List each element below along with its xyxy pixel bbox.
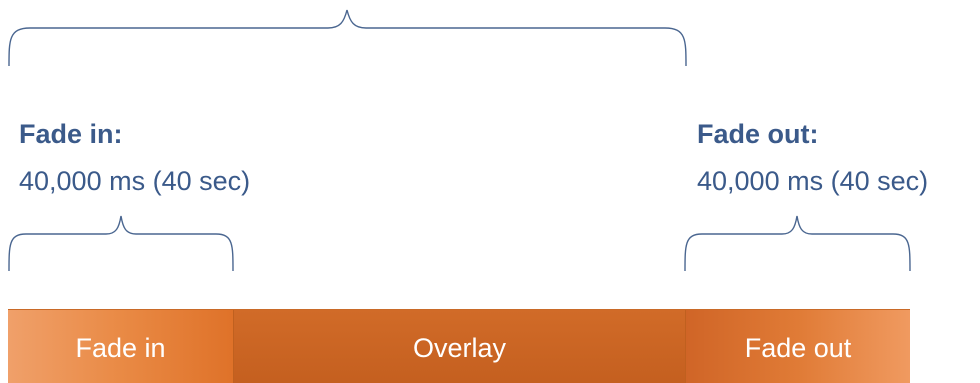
- segment-overlay-label: Overlay: [412, 332, 507, 363]
- timeline-bar: Fade in Overlay Fade out: [8, 309, 910, 383]
- fade-out-duration: 40,000 ms (40 sec): [697, 166, 929, 196]
- segment-overlay: Overlay: [234, 310, 686, 383]
- fade-out-label: Fade out: 40,000 ms (40 sec): [697, 121, 928, 195]
- fade-in-label: Fade in: 40,000 ms (40 sec): [19, 121, 250, 195]
- segment-fade-out-label: Fade out: [744, 332, 852, 363]
- fade-in-duration: 40,000 ms (40 sec): [19, 166, 251, 196]
- segment-fade-in: Fade in: [8, 310, 234, 383]
- segment-fade-in-label: Fade in: [75, 332, 166, 363]
- fade-in-title: Fade in:: [19, 119, 123, 149]
- fade-out-title: Fade out:: [697, 119, 819, 149]
- segment-fade-out: Fade out: [686, 310, 910, 383]
